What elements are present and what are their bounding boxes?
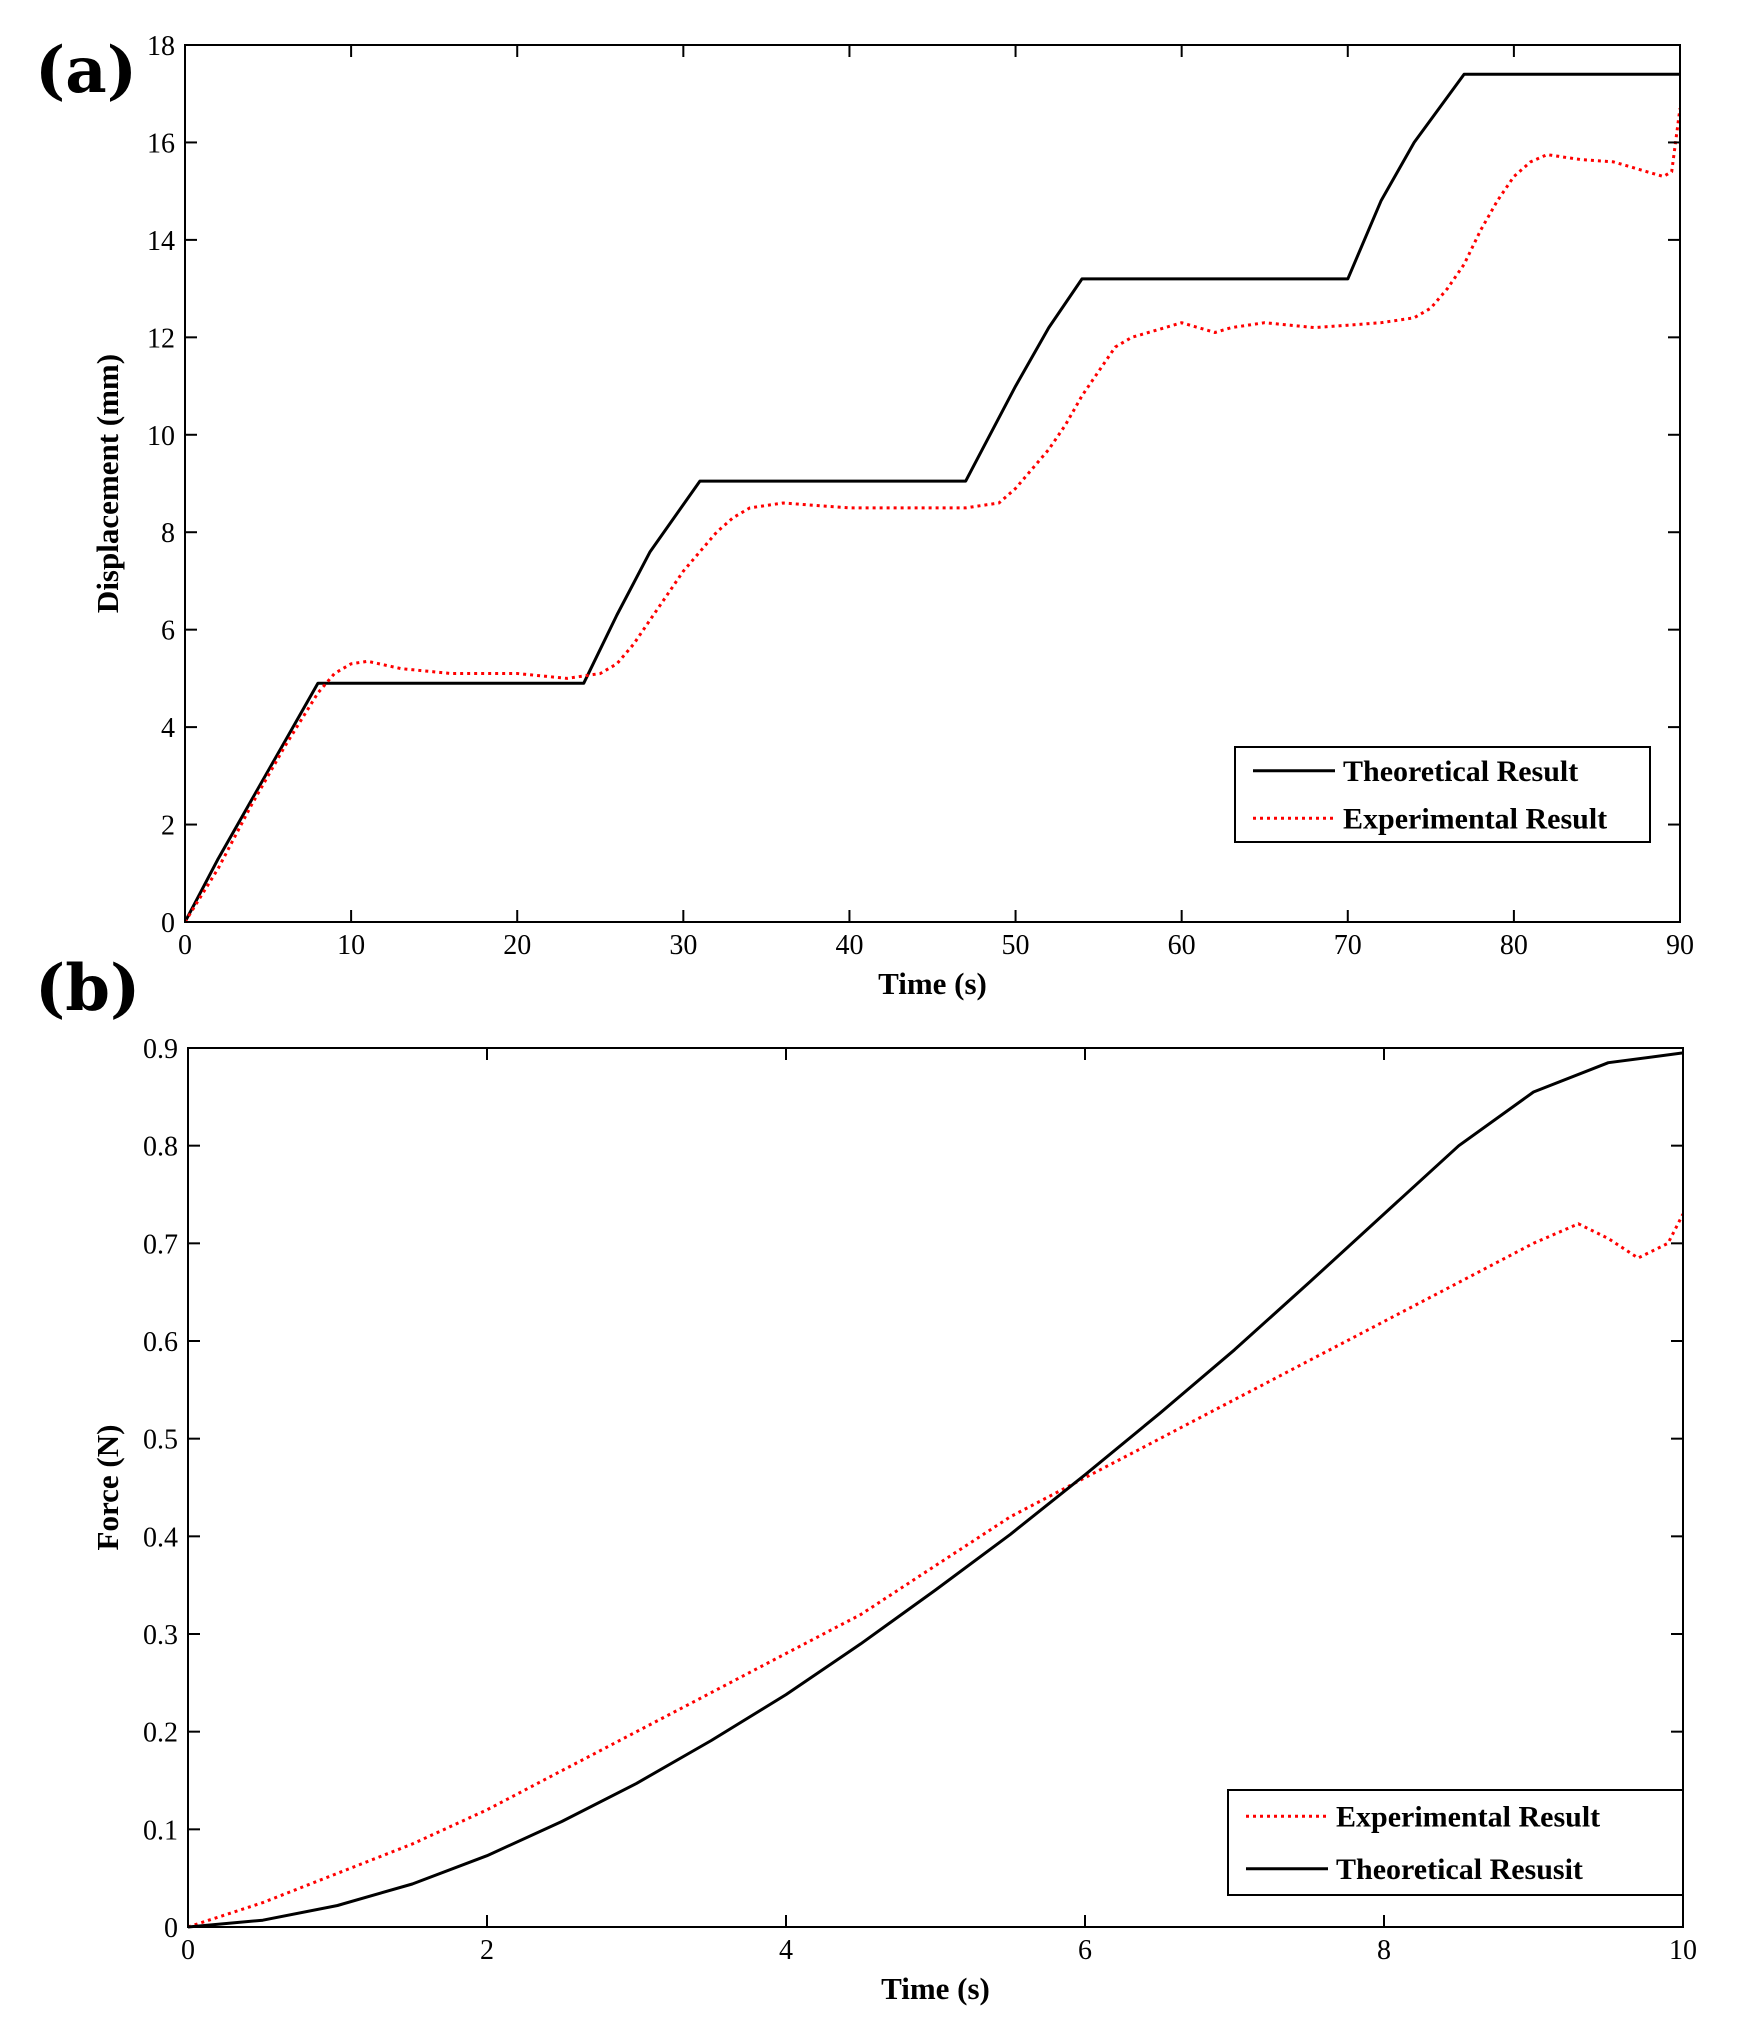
x-tick-label-b: 0	[181, 1935, 195, 1966]
series-line-a-experimental	[185, 108, 1680, 923]
x-tick-label-b: 2	[480, 1935, 494, 1966]
chart-a: 0 10 20 30 40 50 60 70 80 90 0 2 4 6 8 10 12 14 16 18 Time (…	[90, 31, 1694, 1001]
y-tick-label-b: 0.2	[143, 1718, 178, 1749]
y-tick-label-a: 10	[147, 421, 175, 452]
y-tick-label-a: 18	[147, 31, 175, 62]
axes-frame-a	[184, 44, 1681, 923]
legend-label-a: Experimental Result	[1343, 802, 1607, 835]
x-tick-label-b: 4	[779, 1935, 793, 1966]
y-tick-label-a: 16	[147, 128, 175, 159]
x-tick-label-a: 90	[1666, 930, 1694, 961]
x-tick-label-a: 20	[503, 930, 531, 961]
panel-a-label: (a)	[35, 33, 137, 108]
y-tick-label-a: 8	[161, 518, 175, 549]
legend-box-a	[1234, 746, 1651, 843]
y-tick-label-a: 12	[147, 323, 175, 354]
series-line-b-theoretical	[188, 1051, 1683, 1929]
legend-box-b	[1227, 1789, 1684, 1896]
y-tick-label-a: 0	[161, 908, 175, 939]
x-tick-label-a: 60	[1168, 930, 1196, 961]
y-tick-label-b: 0.1	[143, 1815, 178, 1846]
legend-a: Theoretical Result Experimental Result	[1234, 746, 1651, 843]
x-tick-label-a: 80	[1500, 930, 1528, 961]
y-axis-label-a: Displacement (mm)	[90, 354, 125, 613]
y-tick-label-b: 0.7	[143, 1229, 178, 1260]
y-tick-label-b: 0.8	[143, 1132, 178, 1163]
y-tick-label-b: 0.4	[143, 1522, 178, 1553]
x-tick-label-a: 50	[1002, 930, 1030, 961]
legend-label-b: Experimental Result	[1336, 1800, 1600, 1833]
x-tick-label-b: 8	[1377, 1935, 1391, 1966]
legend-label-a: Theoretical Result	[1343, 755, 1578, 788]
x-tick-label-a: 30	[669, 930, 697, 961]
y-tick-label-a: 6	[161, 616, 175, 647]
legend-label-b: Theoretical Resusit	[1336, 1853, 1583, 1886]
axes-frame-b	[187, 1047, 1684, 1928]
y-tick-label-b: 0.9	[143, 1034, 178, 1065]
y-tick-label-b: 0.3	[143, 1620, 178, 1651]
x-axis-label-a: Time (s)	[878, 966, 987, 1001]
y-tick-label-b: 0.6	[143, 1327, 178, 1358]
x-tick-label-a: 70	[1334, 930, 1362, 961]
y-axis-label-b: Force (N)	[90, 1425, 125, 1551]
y-tick-label-b: 0	[164, 1913, 178, 1944]
panel-b-label: (b)	[35, 951, 140, 1026]
y-tick-label-a: 2	[161, 811, 175, 842]
legend-b: Experimental Result Theoretical Resusit	[1227, 1789, 1684, 1896]
x-tick-label-b: 6	[1078, 1935, 1092, 1966]
x-axis-label-b: Time (s)	[881, 1971, 990, 2006]
x-tick-label-a: 0	[178, 930, 192, 961]
y-tick-label-b: 0.5	[143, 1425, 178, 1456]
y-tick-label-a: 14	[147, 226, 175, 257]
x-tick-label-b: 10	[1669, 1935, 1697, 1966]
x-tick-label-a: 40	[835, 930, 863, 961]
x-tick-label-a: 10	[337, 930, 365, 961]
chart-b: 0 2 4 6 8 10 0 0.1 0.2 0.3 0.4 0.5 0.6 0.7 0.8 0.9 Time …	[90, 1034, 1697, 2006]
series-line-a-theoretical	[185, 72, 1680, 923]
y-tick-label-a: 4	[161, 713, 175, 744]
